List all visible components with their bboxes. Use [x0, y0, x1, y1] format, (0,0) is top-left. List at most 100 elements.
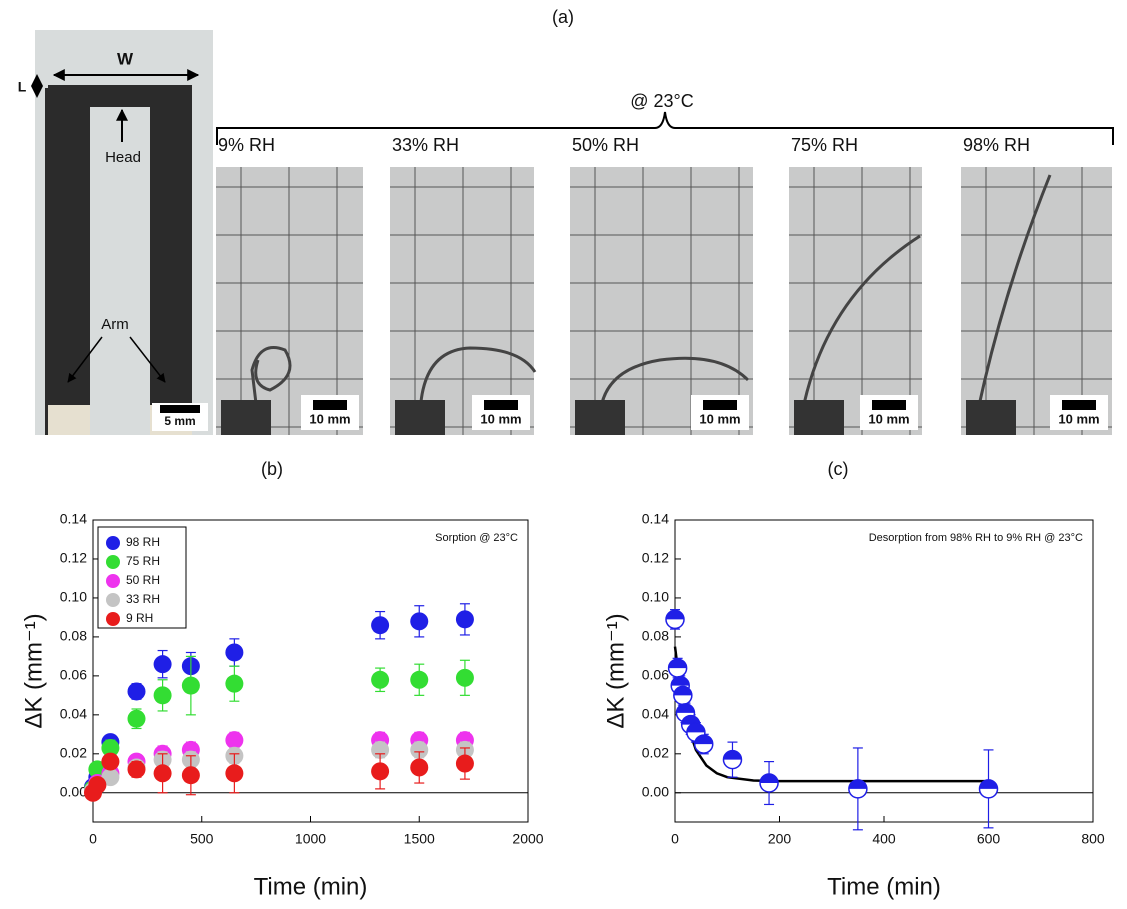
- marker-fill: [979, 779, 998, 789]
- marker: [153, 764, 172, 783]
- width-label: W: [117, 49, 134, 68]
- x-tick-label: 400: [872, 831, 896, 847]
- clamp: [221, 400, 271, 435]
- marker: [410, 740, 429, 759]
- condition-label: @ 23°C: [630, 91, 694, 111]
- arrow: [129, 336, 166, 383]
- x-tick-label: 200: [768, 831, 792, 847]
- marker-fill: [848, 779, 867, 789]
- sample-strip: [598, 356, 750, 421]
- legend-label: 50 RH: [126, 573, 160, 587]
- marker-fill: [686, 723, 705, 733]
- photo-row: 9% RH 10 mm 33% RH 10 mm 50% RH 10 mm 75% RH 10…: [216, 135, 1112, 435]
- legend-marker: [106, 593, 120, 607]
- x-tick-label: 800: [1081, 831, 1105, 847]
- plot-frame: [674, 519, 1094, 823]
- x-tick-label: 500: [190, 831, 214, 847]
- marker: [410, 758, 429, 777]
- arrow: [67, 336, 103, 383]
- marker: [127, 760, 146, 779]
- x-tick-label: 1500: [404, 831, 435, 847]
- marker: [127, 709, 146, 728]
- marker-fill: [676, 703, 695, 713]
- marker: [371, 616, 390, 635]
- sample-head: [48, 85, 192, 107]
- x-tick-label: 0: [89, 831, 97, 847]
- annotation: Desorption from 98% RH to 9% RH @ 23°C: [869, 532, 1083, 544]
- y-axis-label: ΔK (mm⁻¹): [602, 613, 629, 728]
- y-tick-label: 0.04: [60, 706, 87, 722]
- rh-label: 75% RH: [791, 135, 858, 155]
- scale-bar: [1062, 400, 1096, 410]
- rh-label: 98% RH: [963, 135, 1030, 155]
- sample-base: [48, 405, 90, 435]
- y-tick-label: 0.06: [642, 667, 669, 683]
- sample-arm: [150, 85, 192, 435]
- sample-strip: [250, 346, 292, 421]
- marker: [101, 738, 120, 757]
- scale-label: 10 mm: [868, 411, 909, 426]
- photo: [789, 167, 922, 435]
- rh-label: 50% RH: [572, 135, 639, 155]
- y-tick-label: 0.02: [60, 745, 87, 761]
- photo: [570, 167, 753, 435]
- sample-strip: [418, 346, 537, 421]
- y-tick-label: 0.12: [642, 550, 669, 566]
- marker: [101, 768, 120, 787]
- clamp: [395, 400, 445, 435]
- y-tick-label: 0.00: [60, 783, 87, 799]
- y-tick-label: 0.14: [60, 511, 87, 527]
- marker-fill: [668, 659, 687, 669]
- marker: [225, 731, 244, 750]
- y-tick-label: 0.08: [60, 628, 87, 644]
- x-tick-label: 600: [977, 831, 1001, 847]
- y-tick-label: 0.10: [60, 589, 87, 605]
- marker: [88, 775, 107, 794]
- clamp: [575, 400, 625, 435]
- legend-label: 33 RH: [126, 592, 160, 606]
- scale-label: 10 mm: [309, 411, 350, 426]
- marker: [410, 670, 429, 689]
- scale-label: 10 mm: [699, 411, 740, 426]
- charts: (b) 0.00 0.02 0.04 0.06 0.08 0.10 0.12 0.14 0 500 1…: [20, 459, 1105, 901]
- legend-marker: [106, 536, 120, 550]
- marker: [225, 674, 244, 693]
- legend-marker: [106, 612, 120, 626]
- marker: [225, 764, 244, 783]
- sample-strip: [798, 234, 921, 426]
- scale-label: 10 mm: [480, 411, 521, 426]
- legend-marker: [106, 555, 120, 569]
- sample-strip: [973, 174, 1052, 426]
- marker-fill: [760, 774, 779, 784]
- marker: [101, 752, 120, 771]
- x-tick-label: 0: [671, 831, 679, 847]
- legend-label: 98 RH: [126, 535, 160, 549]
- marker: [127, 682, 146, 701]
- marker: [455, 754, 474, 773]
- legend-marker: [106, 574, 120, 588]
- scale-label: 10 mm: [1058, 411, 1099, 426]
- x-tick-label: 2000: [512, 831, 543, 847]
- marker-fill: [673, 686, 692, 696]
- scale-bar: [703, 400, 737, 410]
- fit-line: [673, 646, 989, 783]
- sample-arm: [48, 85, 90, 435]
- marker-fill: [694, 735, 713, 745]
- y-tick-label: 0.14: [642, 511, 669, 527]
- y-tick-label: 0.10: [642, 589, 669, 605]
- annotation: Sorption @ 23°C: [435, 532, 518, 544]
- length-marker: [31, 74, 43, 98]
- length-label: L: [18, 79, 27, 95]
- x-axis-label: Time (min): [254, 873, 368, 900]
- brace: [216, 111, 1114, 145]
- y-tick-label: 0.12: [60, 550, 87, 566]
- marker: [153, 655, 172, 674]
- marker: [225, 643, 244, 662]
- rh-label: 33% RH: [392, 135, 459, 155]
- arm-label: Arm: [101, 316, 129, 333]
- x-tick-label: 1000: [295, 831, 326, 847]
- scale-bar: [872, 400, 906, 410]
- y-tick-label: 0.04: [642, 706, 669, 722]
- panel-label: (c): [828, 459, 849, 479]
